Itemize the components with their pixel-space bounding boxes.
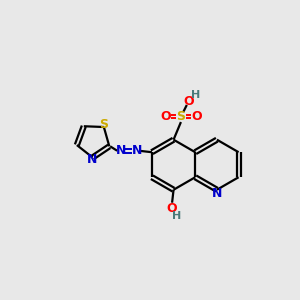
Text: O: O: [184, 95, 194, 108]
Text: S: S: [176, 110, 185, 123]
Text: O: O: [191, 110, 202, 123]
Text: N: N: [212, 187, 222, 200]
Text: S: S: [99, 118, 108, 131]
Text: N: N: [116, 144, 126, 157]
Text: O: O: [160, 110, 171, 123]
Text: N: N: [131, 144, 142, 157]
Text: O: O: [167, 202, 177, 214]
Text: H: H: [172, 211, 181, 221]
Text: H: H: [191, 90, 200, 100]
Text: N: N: [87, 153, 97, 167]
